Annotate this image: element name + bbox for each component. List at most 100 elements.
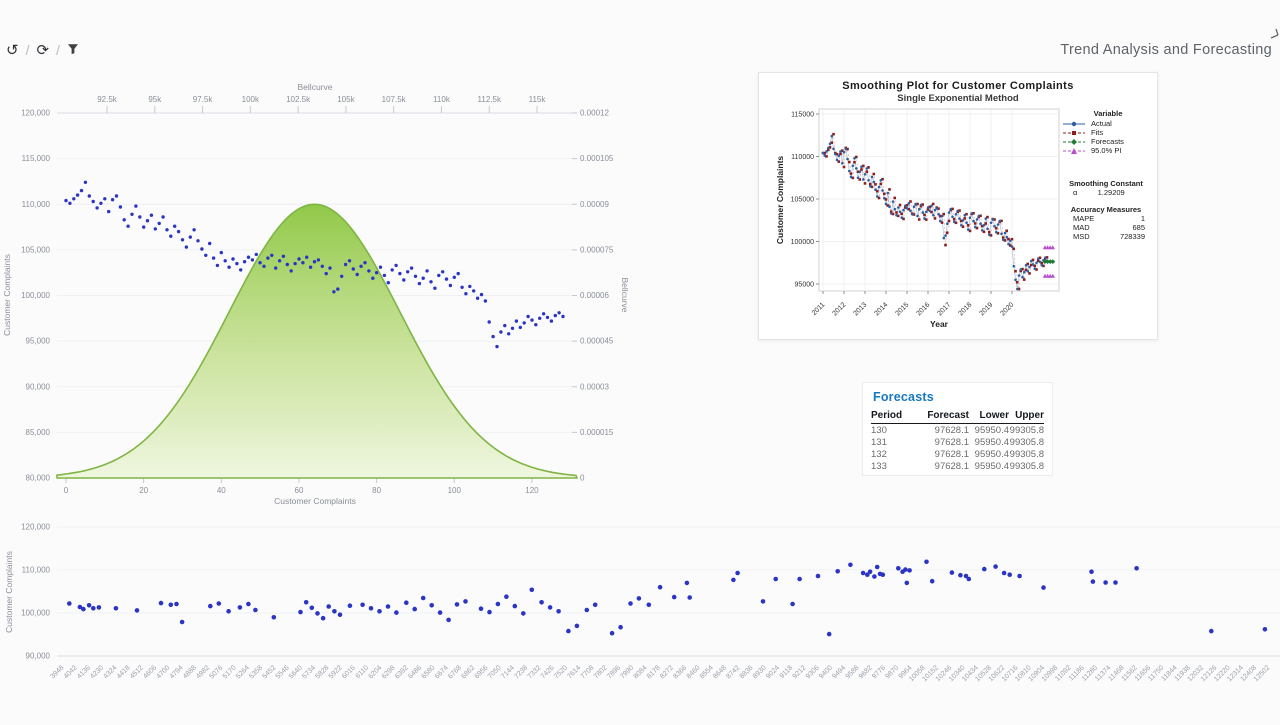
actual-marker (876, 195, 879, 198)
data-point (929, 578, 935, 584)
data-point (368, 606, 374, 611)
fits-marker (1040, 261, 1043, 265)
data-point (297, 257, 301, 261)
data-point (126, 224, 130, 228)
tick-label: 112.5k (478, 95, 502, 104)
data-point (529, 587, 535, 593)
x-tick-label: 9118 (779, 664, 795, 680)
bellcurve-scatter-chart[interactable]: 120,000 0.00012 115,000 0.000105 110,000 0.00… (0, 78, 650, 512)
data-point (266, 256, 270, 260)
tick-label: 110k (433, 95, 451, 104)
data-point (390, 268, 394, 272)
tick-label: 120,000 (21, 109, 50, 118)
data-point (483, 299, 488, 303)
actual-marker (1010, 245, 1014, 248)
x-tick-label: 7896 (606, 664, 622, 680)
bottom-scatter-chart[interactable]: 120,000 110,000 100,000 90,000 3948 4042 4136 4… (0, 512, 1280, 720)
tick-label: 115k (529, 95, 547, 104)
year-label: 2012 (831, 301, 847, 317)
fits-marker (1036, 259, 1040, 263)
column-header: Period (871, 409, 909, 424)
undo-icon[interactable]: ↺ (6, 41, 19, 59)
actual-marker (961, 219, 965, 222)
actual-marker (996, 223, 1000, 226)
x-tick-label: 7520 (553, 664, 569, 680)
page-title: Trend Analysis and Forecasting (1060, 42, 1272, 58)
data-point (192, 228, 196, 232)
year-label: 2015 (894, 301, 910, 317)
data-point (394, 263, 398, 268)
data-point (534, 323, 538, 327)
data-point (363, 261, 367, 265)
data-point (208, 241, 212, 246)
x-tick-label: 4324 (102, 664, 118, 680)
fits-marker (987, 230, 991, 234)
data-point (281, 254, 286, 258)
actual-marker (888, 205, 891, 208)
expand-corner-icon[interactable] (1270, 28, 1280, 44)
alpha-symbol: α (1073, 188, 1078, 197)
data-point (253, 607, 258, 613)
bellcurve-scatter-svg: 120,000 0.00012 115,000 0.000105 110,000 0.00… (2, 82, 630, 506)
data-point (413, 274, 418, 278)
data-point (512, 603, 518, 609)
fits-marker (1042, 264, 1045, 268)
actual-marker (821, 151, 825, 155)
fits-marker (846, 147, 849, 151)
actual-marker (919, 203, 923, 207)
fits-marker (1021, 267, 1024, 271)
legend-header: Variable (1093, 109, 1123, 118)
data-point (215, 263, 220, 268)
fits-line (823, 134, 1048, 290)
data-point (566, 628, 571, 634)
data-point (446, 617, 451, 623)
smoothing-plot-panel[interactable]: 2011 2012 2013 2014 2015 2016 2017 2018 2019 2020… (758, 72, 1158, 340)
x-tick-label: 8272 (659, 664, 675, 680)
x-tick-label: 4230 (89, 664, 105, 680)
data-point (231, 257, 235, 261)
data-point (437, 273, 441, 278)
data-point (522, 321, 526, 325)
table-cell: 97628.1 (934, 424, 969, 436)
fits-marker (881, 177, 884, 181)
actual-marker (944, 234, 947, 237)
data-point (860, 570, 866, 576)
tick-label: 105k (337, 95, 355, 104)
x-tick-label: 6486 (407, 664, 423, 680)
data-point (95, 206, 99, 210)
data-point (982, 566, 987, 572)
x-tick-label: 9682 (858, 664, 874, 680)
actual-marker (984, 217, 988, 220)
actual-marker (914, 202, 918, 206)
refresh-icon[interactable]: ⟳ (36, 41, 50, 59)
data-point (556, 609, 561, 614)
fits-marker (879, 182, 883, 186)
actual-marker (1040, 264, 1044, 267)
tick-label: 40 (217, 486, 226, 495)
actual-marker (835, 158, 839, 162)
data-point (153, 227, 157, 231)
data-point (134, 608, 140, 613)
data-point (149, 213, 154, 217)
x-tick-label: 5452 (261, 664, 277, 680)
table-cell: 99305.8 (1009, 424, 1044, 436)
actual-marker (1007, 242, 1010, 246)
data-point (216, 601, 222, 606)
actual-marker (1031, 263, 1035, 266)
data-point (487, 609, 492, 615)
filter-icon[interactable] (67, 43, 79, 58)
tick-label: 0.00012 (580, 109, 609, 118)
x-tick-label: 7990 (619, 664, 635, 680)
data-point (425, 269, 429, 273)
fits-marker (1022, 278, 1026, 281)
table-cell: 133 (871, 460, 887, 472)
fits-marker (867, 166, 870, 169)
fits-marker (1000, 219, 1003, 223)
actual-marker (958, 217, 961, 220)
data-point (254, 252, 258, 257)
actual-marker (1037, 257, 1040, 260)
accuracy-row: MSD 728339 (1059, 232, 1153, 241)
x-tick-label: 7332 (527, 664, 543, 680)
data-point (293, 261, 297, 266)
data-point (904, 580, 910, 586)
